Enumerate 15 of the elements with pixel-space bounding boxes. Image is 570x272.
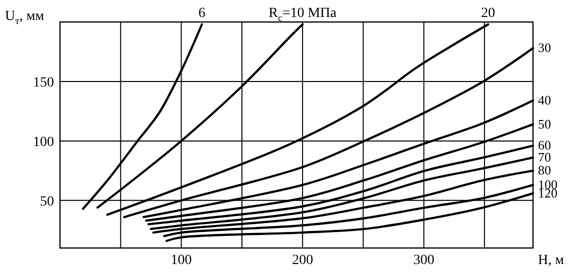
series-label: 40 bbox=[538, 92, 551, 108]
y-tick-label: 100 bbox=[33, 134, 54, 150]
series-label: 20 bbox=[481, 6, 496, 21]
y-tick-label: 50 bbox=[40, 194, 54, 210]
x-tick-label: 300 bbox=[413, 253, 434, 268]
x-tick-label: 100 bbox=[170, 253, 192, 268]
y-axis-title: U$_{т}$, мм bbox=[5, 9, 44, 27]
series-label: 80 bbox=[538, 162, 551, 178]
series-label: 50 bbox=[538, 116, 551, 132]
series-label: R$_{с}$=10 МПа bbox=[268, 6, 338, 24]
series-label: 6 bbox=[198, 6, 206, 21]
y-tick-label: 150 bbox=[33, 75, 54, 90]
x-tick-label: 200 bbox=[292, 253, 314, 268]
series-label: 30 bbox=[538, 40, 551, 56]
x-axis-title: H, м bbox=[538, 253, 564, 268]
